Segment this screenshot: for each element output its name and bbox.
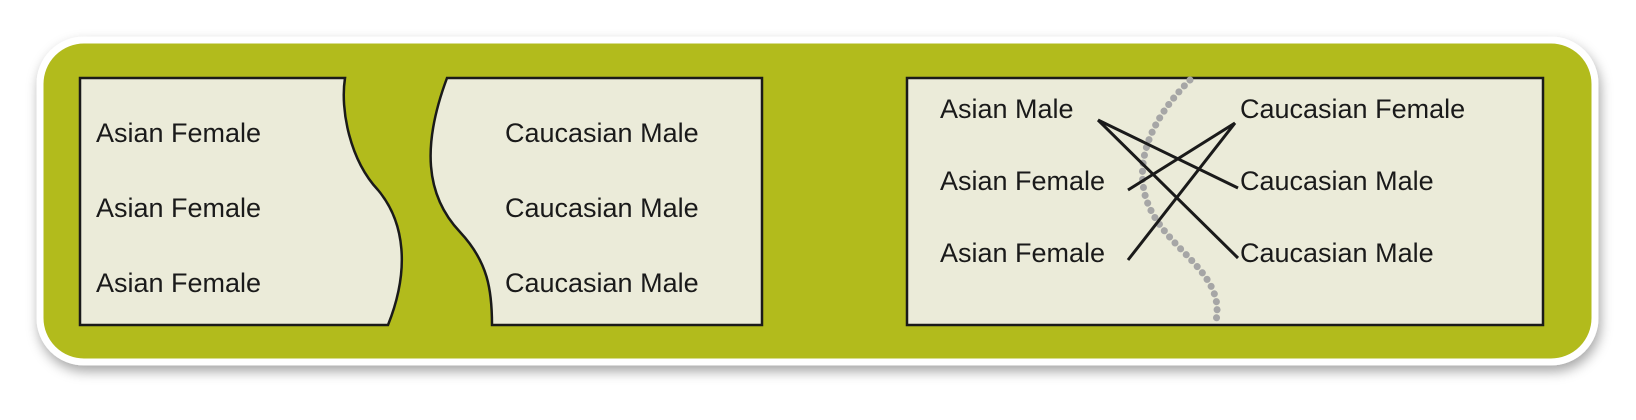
connection-line	[1096, 118, 1240, 260]
left-label-1: Asian Female	[96, 118, 261, 148]
connection-line	[1097, 118, 1239, 190]
mixed-right-label-1: Caucasian Female	[1240, 94, 1465, 124]
middle-label-3: Caucasian Male	[505, 268, 699, 298]
connection-line	[1127, 121, 1236, 192]
mixed-panel	[905, 76, 1545, 327]
mixed-right-label-3: Caucasian Male	[1240, 238, 1434, 268]
connection-line	[1126, 122, 1237, 261]
middle-label-1: Caucasian Male	[505, 118, 699, 148]
mixed-left-label-3: Asian Female	[940, 238, 1105, 268]
left-label-3: Asian Female	[96, 268, 261, 298]
asian-female-piece	[78, 76, 403, 327]
mixed-left-label-1: Asian Male	[940, 94, 1074, 124]
mixed-left-label-2: Asian Female	[940, 166, 1105, 196]
middle-label-2: Caucasian Male	[505, 193, 699, 223]
mixed-right-label-2: Caucasian Male	[1240, 166, 1434, 196]
connection-lines	[1096, 118, 1240, 261]
left-label-2: Asian Female	[96, 193, 261, 223]
caucasian-male-piece	[429, 76, 764, 327]
dotted-boundary-line	[1138, 76, 1221, 329]
